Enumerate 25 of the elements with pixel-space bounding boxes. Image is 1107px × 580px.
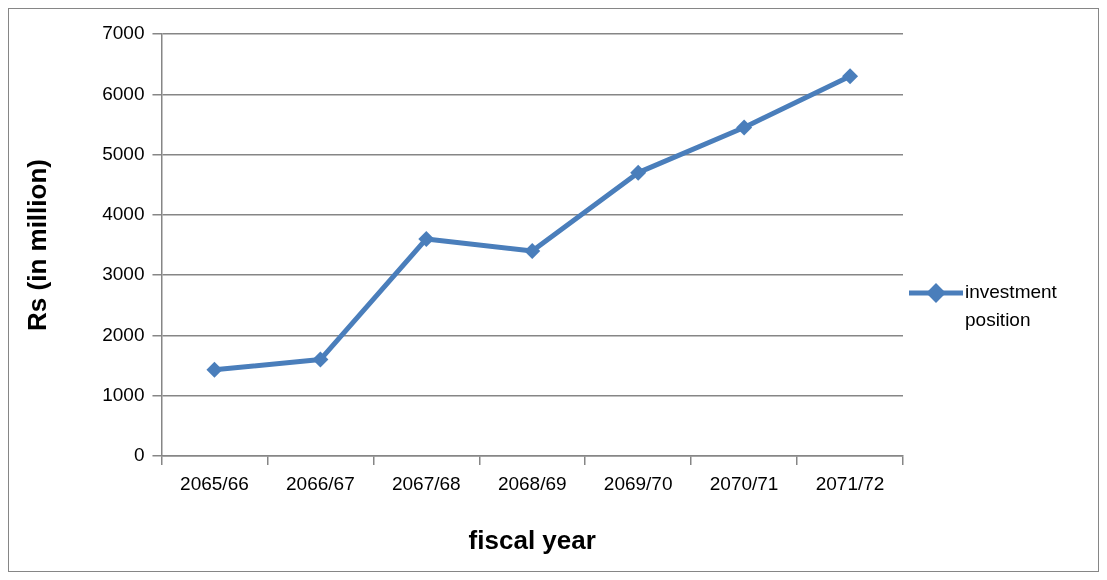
- point: [630, 164, 647, 181]
- y-tick-label: 7000: [102, 22, 145, 44]
- point: [312, 351, 329, 368]
- x-tick-label: 2066/67: [286, 472, 355, 494]
- point: [842, 68, 859, 85]
- point: [418, 230, 435, 247]
- point: [736, 119, 753, 136]
- y-axis-title: Rs (in million): [21, 159, 52, 331]
- y-tick-label: 6000: [102, 82, 145, 104]
- x-tick-label: 2069/70: [603, 472, 673, 494]
- point: [524, 243, 541, 260]
- point: [206, 361, 223, 378]
- y-tick-label: 1000: [102, 383, 145, 405]
- y-tick-label: 4000: [102, 203, 145, 225]
- x-tick-label: 2065/66: [180, 472, 249, 494]
- x-axis-title: fiscal year: [468, 524, 596, 555]
- y-tick-label: 3000: [102, 263, 145, 285]
- x-tick-label: 2071/72: [815, 472, 885, 494]
- x-tick-label: 2070/71: [709, 472, 779, 494]
- y-tick-label: 0: [133, 444, 145, 466]
- legend-label: investment position: [965, 280, 1058, 332]
- x-tick-label: 2067/68: [391, 472, 461, 494]
- y-tick-label: 5000: [102, 142, 145, 164]
- y-tick-label: 2000: [102, 323, 145, 345]
- x-tick-label: 2068/69: [497, 472, 567, 494]
